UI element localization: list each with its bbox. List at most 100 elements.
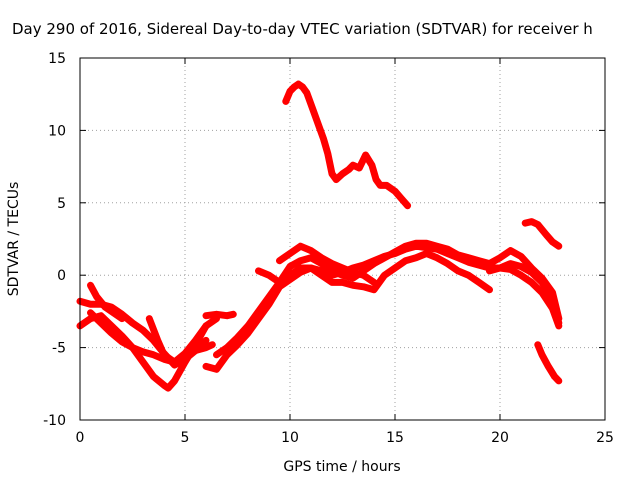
series-line bbox=[76, 312, 210, 392]
data-point bbox=[444, 246, 451, 253]
data-point bbox=[287, 88, 293, 95]
y-tick-label: 10 bbox=[48, 123, 66, 139]
data-point bbox=[350, 162, 356, 169]
data-point bbox=[360, 283, 367, 290]
data-point bbox=[444, 260, 451, 267]
data-point bbox=[224, 344, 230, 351]
data-point bbox=[87, 282, 94, 289]
data-point bbox=[282, 98, 289, 105]
data-point bbox=[98, 319, 104, 326]
data-point bbox=[299, 83, 306, 90]
data-point bbox=[545, 363, 552, 370]
data-point bbox=[182, 350, 188, 357]
data-point bbox=[329, 260, 335, 267]
data-point bbox=[276, 279, 283, 286]
y-tick-label: 15 bbox=[48, 51, 66, 67]
series-arc-e bbox=[87, 281, 126, 323]
data-point bbox=[287, 250, 293, 257]
data-point bbox=[255, 308, 262, 315]
data-point bbox=[368, 162, 375, 169]
series-line bbox=[213, 239, 563, 359]
data-point bbox=[203, 337, 209, 344]
series-arc-i bbox=[276, 242, 378, 286]
series-line bbox=[145, 315, 220, 366]
data-point bbox=[203, 344, 209, 351]
data-point bbox=[314, 118, 321, 125]
data-point bbox=[413, 240, 419, 247]
data-point bbox=[102, 304, 109, 311]
data-point bbox=[203, 322, 209, 329]
data-point bbox=[140, 327, 146, 334]
data-point bbox=[234, 334, 241, 341]
data-point bbox=[555, 243, 562, 250]
data-point bbox=[161, 382, 167, 389]
data-point bbox=[230, 311, 237, 318]
data-point bbox=[329, 170, 335, 177]
data-point bbox=[507, 260, 514, 267]
y-tick-label: -10 bbox=[43, 413, 66, 429]
grid-lines bbox=[80, 58, 605, 420]
data-point bbox=[308, 247, 314, 254]
data-point bbox=[119, 315, 125, 322]
data-point bbox=[476, 257, 482, 264]
data-point bbox=[308, 101, 314, 108]
series-arc-l bbox=[521, 218, 563, 250]
data-point bbox=[518, 272, 524, 279]
x-tick-label: 20 bbox=[491, 430, 509, 446]
chart-title: Day 290 of 2016, Sidereal Day-to-day VTE… bbox=[12, 20, 593, 38]
data-point bbox=[455, 267, 461, 274]
data-point bbox=[297, 264, 304, 271]
data-point bbox=[297, 243, 304, 250]
data-point bbox=[110, 309, 117, 316]
data-point bbox=[333, 176, 340, 183]
data-point bbox=[465, 254, 472, 261]
data-point bbox=[255, 267, 262, 274]
data-point bbox=[486, 286, 493, 293]
data-point bbox=[140, 359, 146, 366]
data-point bbox=[507, 247, 514, 254]
x-tick-label: 25 bbox=[596, 430, 614, 446]
data-point bbox=[171, 377, 178, 384]
x-tick-label: 0 bbox=[76, 430, 85, 446]
data-point bbox=[318, 272, 325, 279]
data-point bbox=[476, 279, 482, 286]
data-point bbox=[98, 312, 104, 319]
data-point bbox=[291, 83, 298, 90]
data-point bbox=[129, 344, 136, 351]
data-point bbox=[87, 301, 94, 308]
data-point bbox=[528, 279, 535, 286]
data-point bbox=[381, 254, 388, 261]
data-point bbox=[213, 366, 220, 373]
data-point bbox=[455, 251, 461, 258]
data-point bbox=[377, 182, 384, 189]
series-arc-j bbox=[202, 310, 237, 320]
data-point bbox=[108, 322, 115, 329]
data-point bbox=[320, 136, 327, 143]
data-point bbox=[555, 377, 562, 384]
series-line bbox=[534, 341, 563, 385]
data-point bbox=[518, 253, 524, 260]
data-point bbox=[528, 269, 535, 276]
data-point bbox=[555, 319, 562, 326]
plot-frame bbox=[79, 57, 606, 421]
data-point bbox=[339, 272, 346, 279]
data-point bbox=[350, 269, 356, 276]
data-point bbox=[486, 267, 493, 274]
data-point bbox=[203, 312, 209, 319]
axis-ticks: 0 5 10 15 20 25 -10 -5 0 5 10 15 bbox=[43, 51, 614, 446]
data-point bbox=[308, 254, 314, 261]
data-series bbox=[76, 80, 563, 392]
data-point bbox=[324, 150, 331, 157]
y-axis-title: SDTVAR / TECUs bbox=[6, 182, 22, 297]
data-point bbox=[465, 272, 472, 279]
data-point bbox=[404, 202, 411, 209]
data-point bbox=[154, 337, 161, 344]
data-point bbox=[108, 330, 115, 337]
series-arc-g bbox=[213, 239, 563, 359]
data-point bbox=[93, 293, 100, 300]
data-point bbox=[528, 218, 535, 225]
data-point bbox=[308, 264, 314, 271]
data-point bbox=[392, 188, 398, 195]
data-point bbox=[486, 260, 493, 267]
data-point bbox=[87, 309, 94, 316]
